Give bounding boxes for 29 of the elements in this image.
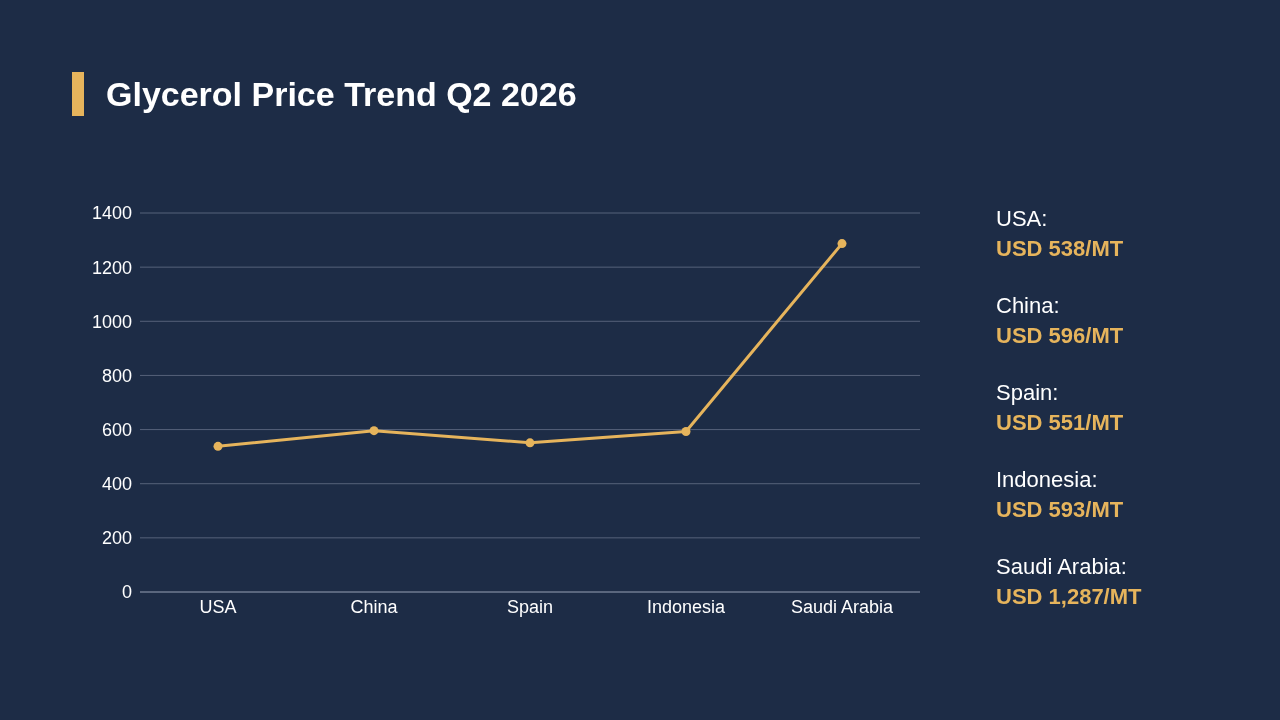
text: USD 1,287/MT bbox=[996, 583, 1142, 611]
text: Indonesia: bbox=[996, 466, 1099, 494]
y-tick-label: 1400 bbox=[91, 203, 132, 224]
text: Saudi Arabia: bbox=[996, 553, 1128, 581]
y-tick-label: 800 bbox=[101, 365, 132, 386]
x-tick-label: Indonesia bbox=[646, 596, 727, 617]
point bbox=[369, 426, 379, 436]
text: USD 596/MT bbox=[996, 322, 1125, 350]
y-tick-label: 1200 bbox=[91, 257, 132, 278]
text: China: bbox=[996, 292, 1061, 320]
point bbox=[213, 441, 223, 451]
text: USD 538/MT bbox=[996, 235, 1125, 263]
point bbox=[681, 426, 691, 436]
text: Spain: bbox=[996, 379, 1060, 407]
x-tick-label: USA bbox=[199, 596, 237, 617]
y-tick-label: 200 bbox=[101, 528, 132, 549]
point bbox=[525, 438, 535, 448]
x-tick-label: Spain bbox=[506, 596, 554, 617]
x-tick-label: Saudi Arabia bbox=[790, 596, 895, 617]
text: USD 593/MT bbox=[996, 496, 1125, 524]
chart-title: Glycerol Price Trend Q2 2026 bbox=[106, 74, 577, 115]
point bbox=[837, 239, 847, 249]
x-tick-label: China bbox=[350, 596, 399, 617]
y-tick-label: 400 bbox=[101, 474, 132, 495]
y-tick-label: 600 bbox=[101, 419, 132, 440]
y-tick-label: 1000 bbox=[91, 311, 132, 332]
y-tick-label: 0 bbox=[121, 582, 132, 603]
text: USA: bbox=[996, 205, 1049, 233]
text: USD 551/MT bbox=[996, 409, 1125, 437]
